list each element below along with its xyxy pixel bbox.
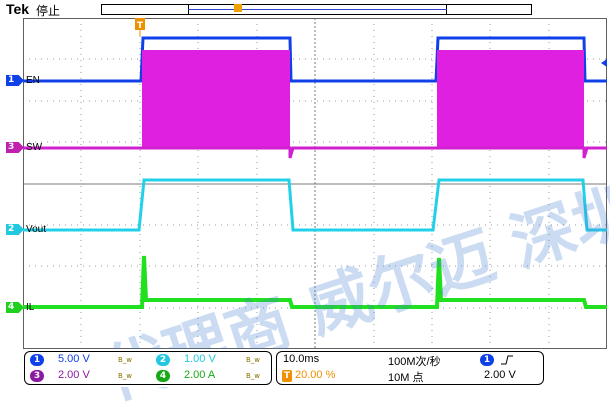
timebase-value: 10.0ms: [283, 353, 320, 365]
run-state: 停止: [36, 4, 61, 18]
trigger-position-marker: T: [135, 18, 145, 36]
waveform-display[interactable]: T: [23, 18, 607, 349]
channel-4-name: IL: [26, 302, 35, 313]
ch1-scale: 5.00 V: [58, 353, 90, 365]
ch3-bw-icon: B_w: [118, 372, 133, 380]
ch4-badge: 4: [156, 370, 170, 382]
screen-frame: [23, 18, 607, 349]
trigger-marker-label: T: [137, 21, 144, 31]
readout-panel: 1 5.00 V B_w 3 2.00 V B_w 2 1.00 V B_w 4…: [0, 349, 610, 387]
record-trigger-marker: [234, 4, 242, 12]
waveform-il: [23, 255, 607, 309]
ch4-scale: 2.00 A: [184, 369, 216, 381]
timebase-box[interactable]: [276, 351, 544, 385]
brand-logo: Tek: [6, 1, 30, 17]
ch4-bw-icon: B_w: [246, 372, 261, 380]
channel-1-tag[interactable]: 1: [6, 75, 24, 86]
ch2-bw-icon: B_w: [246, 356, 261, 364]
ch2-badge: 2: [156, 354, 170, 366]
waveform-vout: [23, 178, 607, 232]
trigger-position-badge: T: [282, 370, 292, 382]
record-length: 10M 点: [388, 372, 424, 384]
channel-3-name: SW: [26, 142, 43, 153]
trigger-source-badge: 1: [480, 354, 494, 366]
ch3-badge: 3: [30, 370, 44, 382]
record-view-line: [188, 9, 447, 10]
trigger-level-marker: [601, 59, 607, 67]
trigger-position-value: 20.00 %: [295, 369, 336, 381]
waveform-sw: [23, 146, 607, 159]
status-bar: Tek 停止: [0, 0, 610, 18]
ch3-scale: 2.00 V: [58, 369, 90, 381]
waveform-sw-burst-2: [437, 50, 584, 148]
channel-3-tag[interactable]: 3: [6, 142, 24, 153]
channel-1-name: EN: [26, 75, 40, 86]
channel-2-name: Vout: [26, 224, 47, 235]
ch1-badge: 1: [30, 354, 44, 366]
rising-edge-icon: [501, 355, 513, 365]
sample-rate: 100M次/秒: [388, 356, 441, 368]
waveform-sw-burst-1: [142, 50, 290, 148]
channel-4-tag[interactable]: 4: [6, 302, 24, 313]
graticule-center: [23, 18, 607, 349]
channel-2-tag[interactable]: 2: [6, 224, 24, 235]
trigger-level: 2.00 V: [484, 369, 516, 381]
waveform-svg: T: [23, 18, 607, 349]
ch1-bw-icon: B_w: [118, 356, 133, 364]
channel-scales-box[interactable]: [24, 351, 272, 385]
ch2-scale: 1.00 V: [184, 353, 216, 365]
